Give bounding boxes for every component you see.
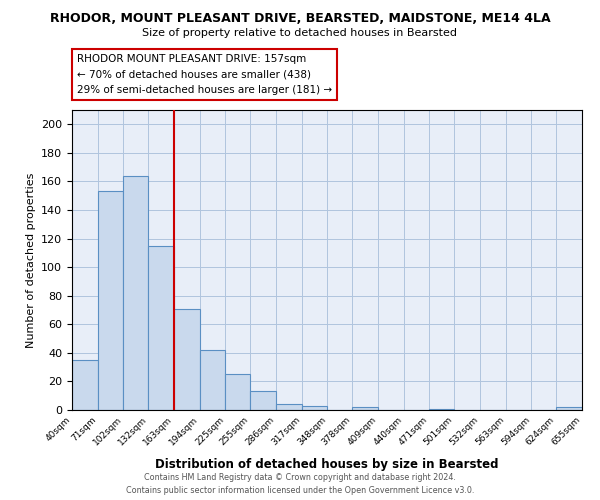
Text: RHODOR MOUNT PLEASANT DRIVE: 157sqm
← 70% of detached houses are smaller (438)
2: RHODOR MOUNT PLEASANT DRIVE: 157sqm ← 70… — [77, 54, 332, 95]
Bar — [352, 407, 378, 410]
Bar — [124, 176, 148, 410]
Bar — [250, 392, 276, 410]
Bar — [430, 408, 454, 410]
X-axis label: Distribution of detached houses by size in Bearsted: Distribution of detached houses by size … — [155, 458, 499, 471]
Text: RHODOR, MOUNT PLEASANT DRIVE, BEARSTED, MAIDSTONE, ME14 4LA: RHODOR, MOUNT PLEASANT DRIVE, BEARSTED, … — [50, 12, 550, 26]
Text: Contains HM Land Registry data © Crown copyright and database right 2024.: Contains HM Land Registry data © Crown c… — [144, 472, 456, 482]
Bar — [72, 360, 98, 410]
Bar — [302, 406, 328, 410]
Bar — [556, 407, 582, 410]
Bar — [276, 404, 302, 410]
Bar — [174, 308, 200, 410]
Bar — [148, 246, 174, 410]
Bar — [226, 374, 250, 410]
Bar — [200, 350, 226, 410]
Bar — [98, 192, 124, 410]
Text: Contains public sector information licensed under the Open Government Licence v3: Contains public sector information licen… — [126, 486, 474, 495]
Y-axis label: Number of detached properties: Number of detached properties — [26, 172, 35, 348]
Text: Size of property relative to detached houses in Bearsted: Size of property relative to detached ho… — [143, 28, 458, 38]
